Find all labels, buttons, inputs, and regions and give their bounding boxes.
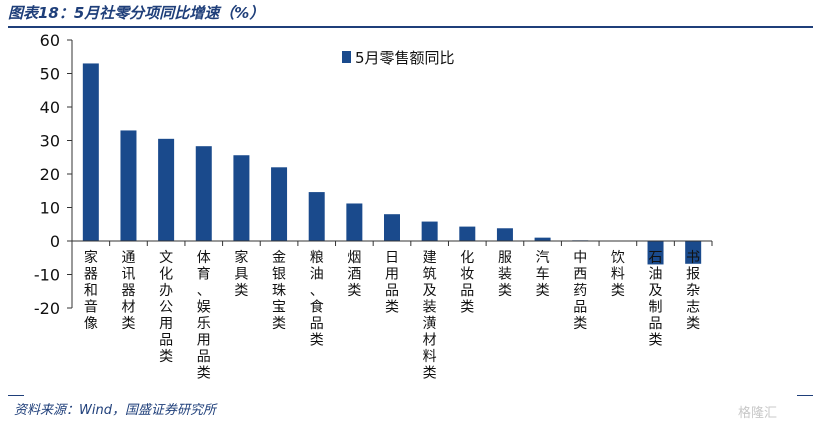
category-label: 家具类 bbox=[234, 249, 248, 299]
title-rule bbox=[8, 26, 813, 28]
y-tick-label: -10 bbox=[34, 266, 60, 285]
bar bbox=[120, 130, 137, 241]
y-tick-label: 20 bbox=[40, 165, 60, 184]
bar bbox=[496, 228, 513, 241]
y-tick-label: 0 bbox=[50, 232, 60, 251]
source-note: 资料来源：Wind，国盛证券研究所 bbox=[14, 403, 216, 418]
category-label: 汽车类 bbox=[536, 250, 550, 299]
bar bbox=[308, 192, 325, 241]
figure-title: 图表18：5月社零分项同比增速（%） bbox=[8, 4, 265, 22]
legend-swatch bbox=[342, 51, 351, 63]
bar bbox=[421, 221, 438, 241]
category-label: 石油及制品类 bbox=[649, 250, 663, 349]
bar-chart: -20 -10 0 10 20 30 40 50 60 家器和音像 通讯器材类 文化办公用品类 体育、娱… bbox=[34, 31, 713, 382]
y-tick-label: 30 bbox=[40, 132, 60, 151]
y-tick-label: 40 bbox=[40, 98, 60, 117]
legend-label: 5月零售额同比 bbox=[355, 49, 455, 67]
category-label: 建筑及装潢材料类 bbox=[423, 250, 437, 382]
category-label: 日用品类 bbox=[385, 250, 399, 316]
category-label: 体育、娱乐用品类 bbox=[197, 250, 211, 382]
bar bbox=[459, 226, 476, 241]
bar bbox=[82, 63, 99, 242]
category-label: 饮料类 bbox=[611, 250, 625, 299]
source-rule-left bbox=[8, 395, 24, 396]
source-rule-right bbox=[797, 395, 813, 396]
category-label: 文化办公用品类 bbox=[159, 250, 173, 365]
category-label: 中西药品类 bbox=[573, 250, 587, 332]
bar bbox=[271, 167, 288, 241]
bar bbox=[195, 146, 212, 241]
category-label: 金银珠宝类 bbox=[272, 250, 286, 332]
y-tick-label: 10 bbox=[40, 199, 60, 218]
bar bbox=[685, 241, 702, 264]
bar bbox=[158, 138, 175, 241]
bar bbox=[534, 237, 551, 241]
bar bbox=[384, 214, 400, 241]
category-label: 烟酒类 bbox=[347, 250, 361, 299]
y-tick-label: 50 bbox=[40, 65, 60, 84]
bar bbox=[233, 155, 250, 241]
y-tick-label: 60 bbox=[40, 31, 60, 50]
category-label: 书报杂志类 bbox=[686, 250, 700, 332]
bar bbox=[647, 241, 664, 265]
y-tick-label: -20 bbox=[34, 299, 60, 318]
bar bbox=[346, 203, 363, 241]
category-label: 服装类 bbox=[498, 250, 512, 299]
category-label: 粮油、食品类 bbox=[310, 250, 324, 349]
watermark-logo: 格隆汇 bbox=[738, 406, 778, 421]
category-label: 化妆品类 bbox=[460, 250, 474, 316]
category-label: 通讯器材类 bbox=[121, 250, 135, 332]
category-label: 家器和音像 bbox=[84, 249, 98, 332]
